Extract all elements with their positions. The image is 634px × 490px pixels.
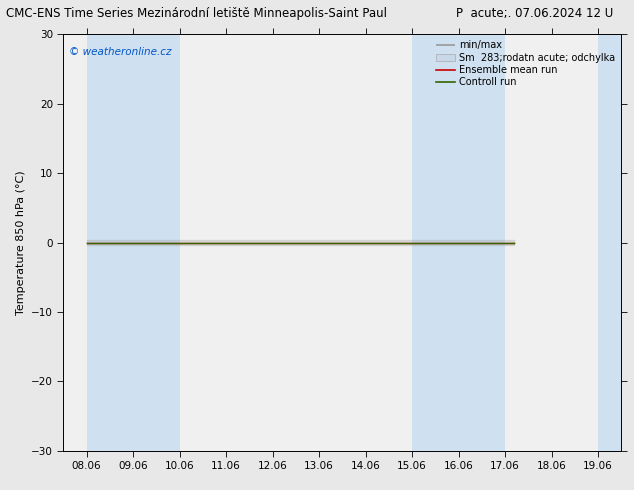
Bar <box>87 34 133 451</box>
Bar <box>598 34 621 451</box>
Legend: min/max, Sm  283;rodatn acute; odchylka, Ensemble mean run, Controll run: min/max, Sm 283;rodatn acute; odchylka, … <box>432 36 619 91</box>
Text: CMC-ENS Time Series Mezinárodní letiště Minneapolis-Saint Paul: CMC-ENS Time Series Mezinárodní letiště … <box>6 7 387 21</box>
Text: P  acute;. 07.06.2024 12 U: P acute;. 07.06.2024 12 U <box>456 7 614 21</box>
Y-axis label: Temperature 850 hPa (°C): Temperature 850 hPa (°C) <box>16 170 25 315</box>
Text: © weatheronline.cz: © weatheronline.cz <box>69 47 171 57</box>
Bar <box>133 34 179 451</box>
Bar <box>412 34 458 451</box>
Bar <box>458 34 505 451</box>
